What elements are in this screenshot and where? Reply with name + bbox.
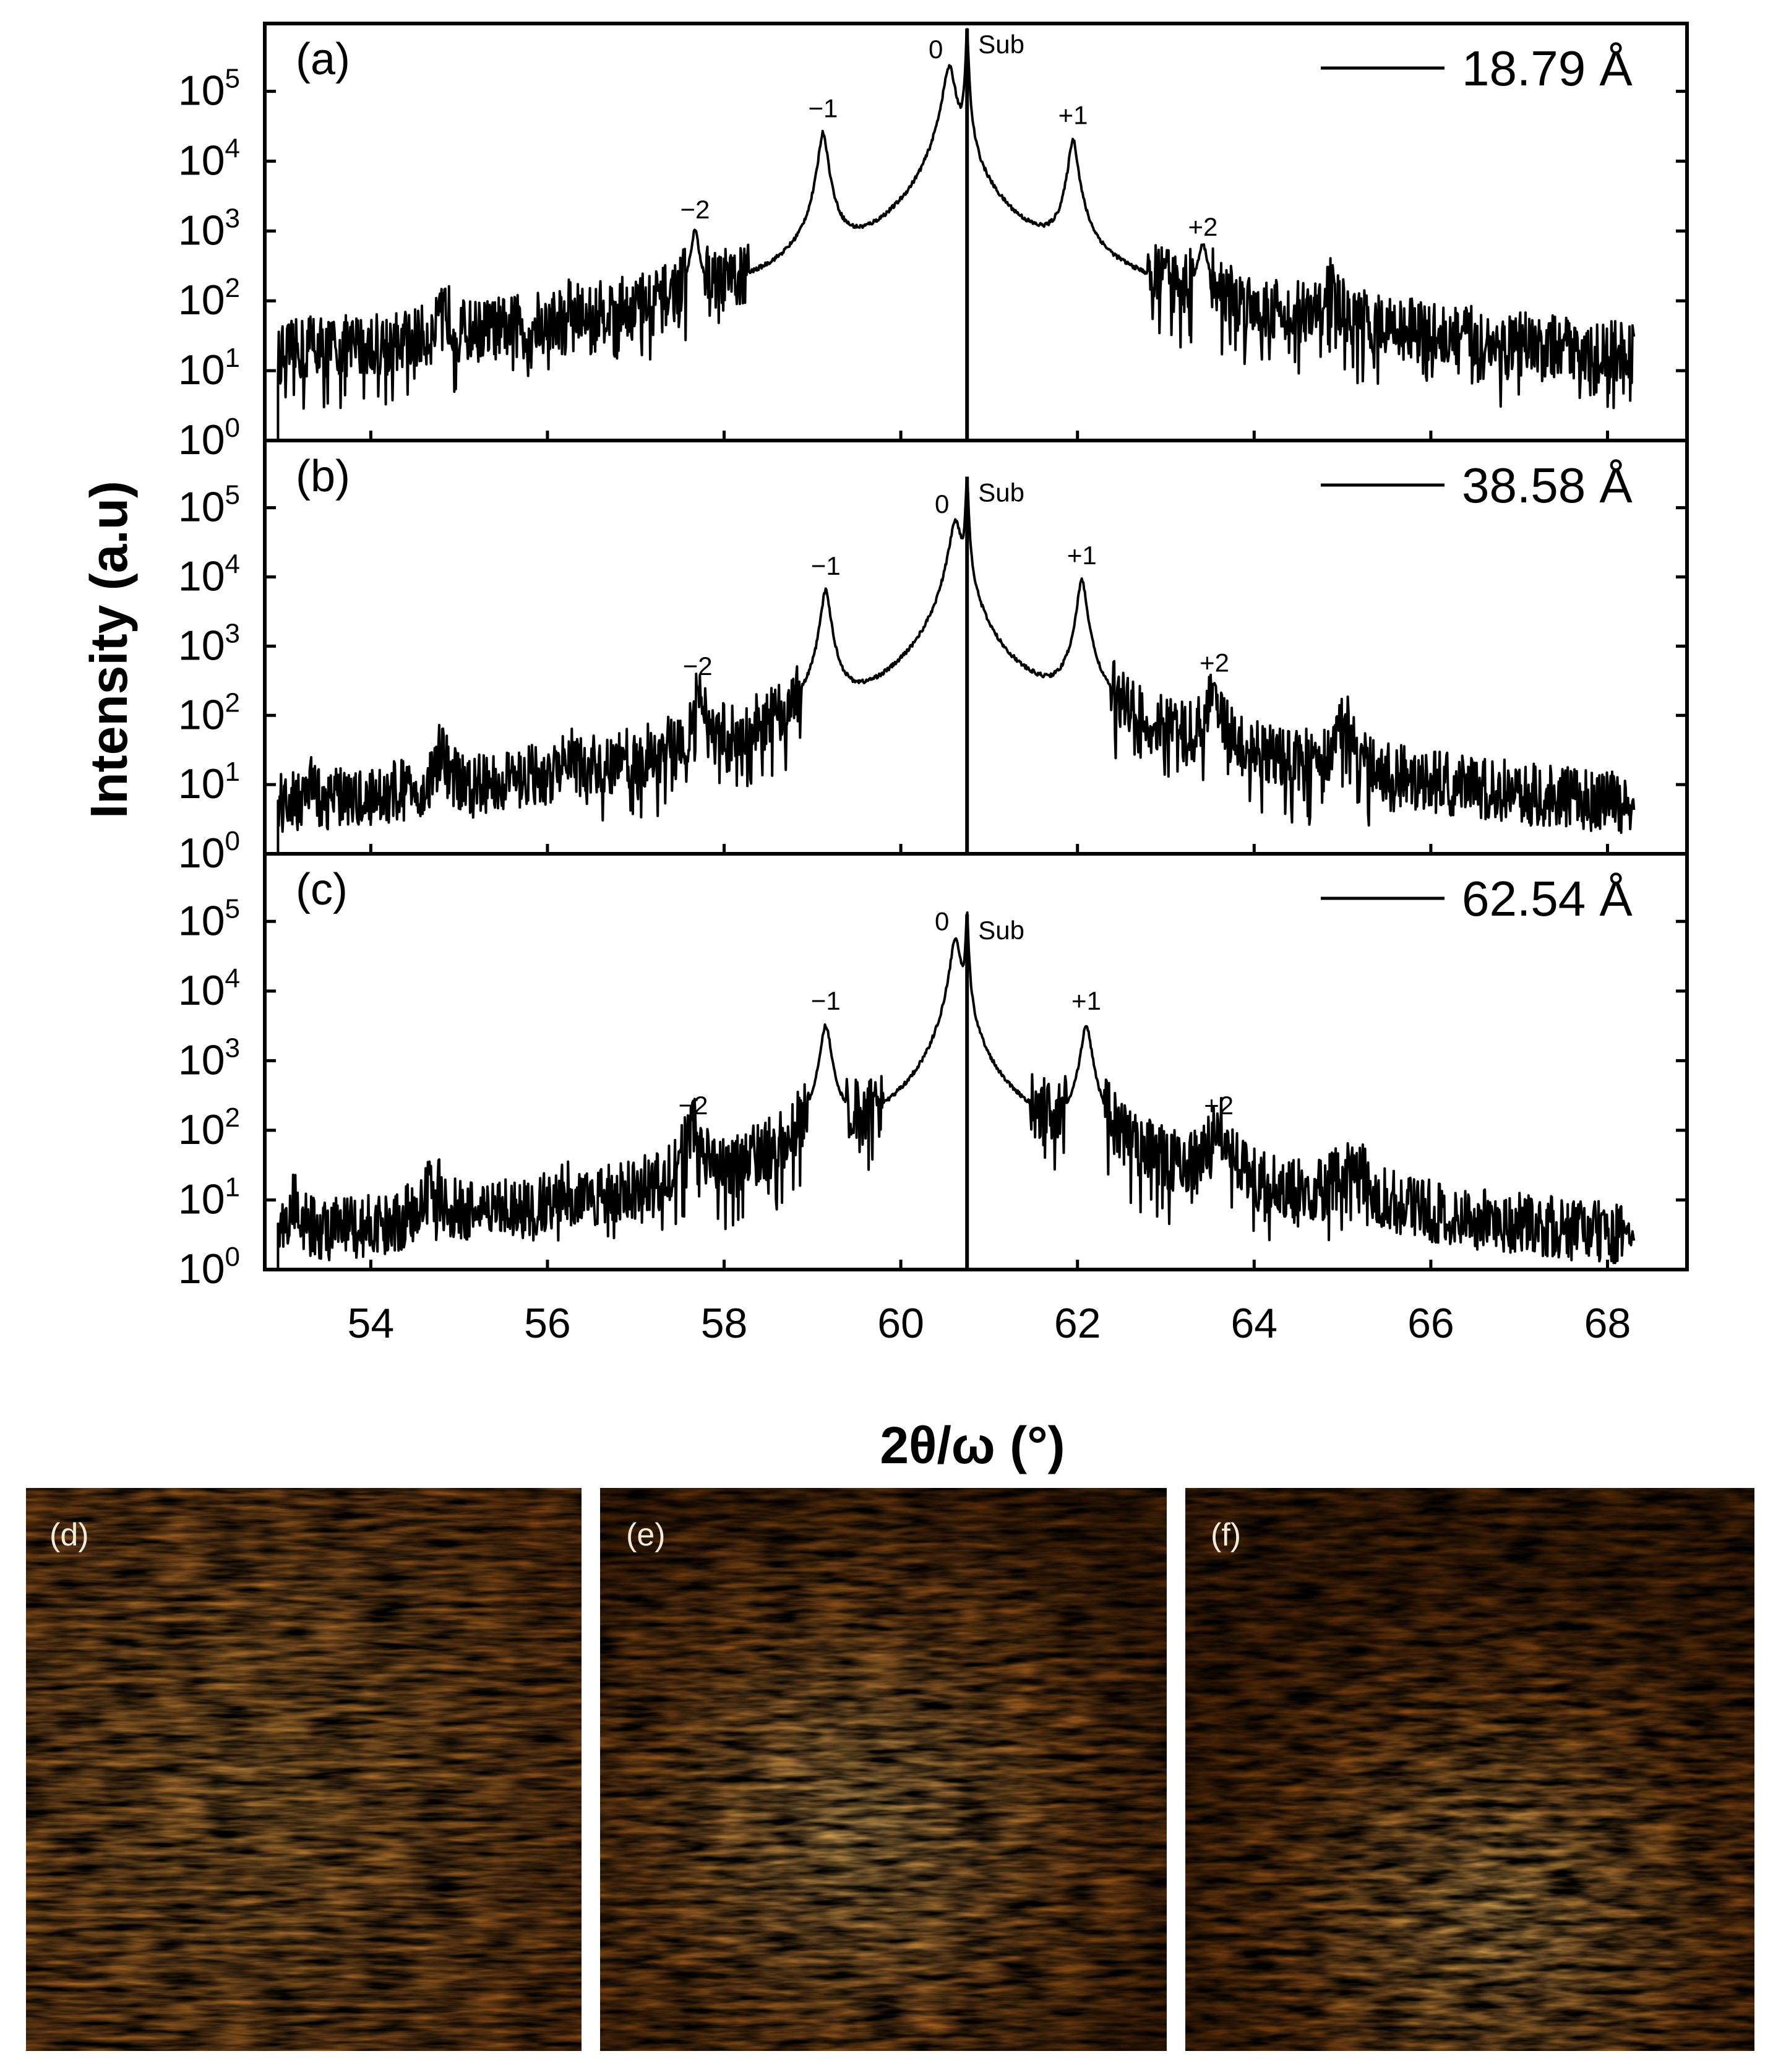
y-tick-label: 100 [178,1242,240,1292]
peak-order-label: +1 [1071,986,1101,1015]
x-tick-label: 56 [524,1300,571,1347]
panel-c: 100 101 102 103 104 105 Sub −2 −1 0 +1 +2 (c) 62.54 Å [178,852,1689,1292]
y-tick-label: 103 [178,203,240,254]
y-tick-label: 100 [178,826,240,877]
x-tick-label: 58 [701,1300,748,1347]
substrate-label: Sub [978,916,1024,945]
peak-order-label: −2 [680,195,710,224]
afm-image-d: (d) [26,1488,582,2051]
afm-label-f: (f) [1211,1517,1241,1553]
peak-order-label: −1 [811,986,841,1015]
peak-order-label: −2 [683,651,713,681]
x-tick-label: 66 [1407,1300,1454,1347]
panel-label: (c) [296,865,348,914]
spectrum-line [277,911,1636,1270]
y-tick-label: 104 [178,133,240,184]
substrate-label: Sub [978,478,1024,507]
x-tick-labels: 54 56 58 60 62 64 66 68 [348,1300,1631,1347]
peak-order-label: −1 [809,93,838,123]
spectrum-line [277,28,1636,441]
panel-label: (b) [296,452,350,501]
y-tick-label: 102 [178,1103,240,1153]
peak-order-label: 0 [935,906,949,935]
legend-label: 18.79 Å [1462,41,1633,96]
y-tick-label: 104 [178,549,240,600]
y-tick-label: 101 [178,343,240,393]
y-tick-label: 101 [178,757,240,807]
peak-order-label: +2 [1188,212,1218,241]
peak-order-label: +2 [1204,1091,1234,1120]
peak-order-label: −2 [679,1091,708,1120]
y-tick-label: 105 [178,893,240,944]
x-tick-label: 68 [1584,1300,1631,1347]
peak-order-label: +1 [1058,101,1088,130]
afm-label-d: (d) [49,1517,89,1553]
afm-label-e: (e) [626,1517,666,1553]
y-axis-title: Intensity (a.u) [80,481,138,819]
x-tick-label: 62 [1054,1300,1101,1347]
y-tick-label: 105 [178,64,240,114]
legend-label: 62.54 Å [1462,871,1633,926]
y-tick-label: 102 [178,687,240,738]
y-tick-label: 104 [178,963,240,1014]
panel-b: 100 101 102 103 104 105 Sub −2 −1 0 +1 +2 (b) 38.58 Å [178,439,1689,877]
y-tick-label: 103 [178,1033,240,1083]
x-tick-label: 60 [877,1300,924,1347]
y-tick-label: 101 [178,1172,240,1223]
panel-a: 100 101 102 103 104 105 Sub −2 −1 0 +1 +2 (a) 18.79 Å [178,22,1689,463]
peak-order-label: 0 [929,35,943,64]
y-tick-label: 105 [178,480,240,531]
x-tick-label: 64 [1230,1300,1277,1347]
panel-label: (a) [296,35,350,84]
peak-order-label: +2 [1200,648,1229,677]
afm-image-e: (e) [600,1488,1167,2051]
x-tick-label: 54 [348,1300,395,1347]
legend-label: 38.58 Å [1462,458,1633,513]
y-tick-label: 102 [178,273,240,324]
peak-order-label: +1 [1067,541,1097,570]
peak-order-label: 0 [935,489,949,518]
substrate-label: Sub [978,30,1024,59]
y-tick-label: 103 [178,618,240,669]
afm-image-f: (f) [1185,1488,1754,2051]
x-axis-title: 2θ/ω (°) [880,1416,1065,1474]
y-tick-label: 100 [178,413,240,463]
peak-order-label: −1 [811,551,841,580]
spectrum-line [277,477,1636,854]
